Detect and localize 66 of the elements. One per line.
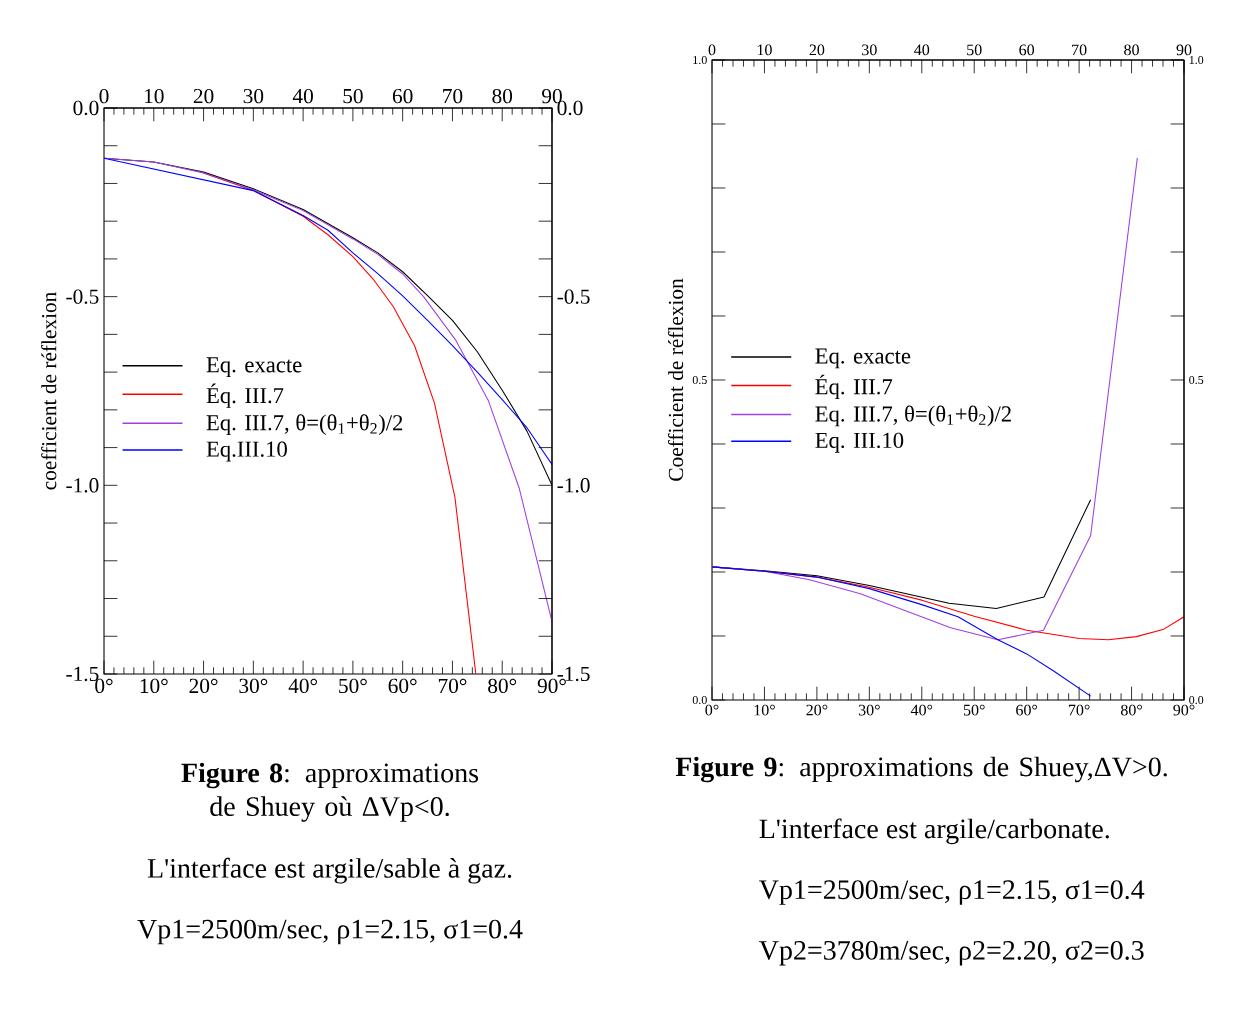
x-tick-label: 20° (189, 678, 218, 694)
x2-tick-label: 10 (757, 44, 772, 56)
x-tick-label: 80° (1120, 704, 1142, 716)
y-tick-label: 0.5 (692, 375, 707, 385)
y2-tick-label: 0.5 (1189, 375, 1204, 385)
legend-label: Éq. III.7 (206, 383, 284, 408)
x2-tick-label: 10 (145, 88, 164, 104)
x2-tick-label: 20 (193, 88, 214, 104)
x2-tick-label: 60 (1019, 44, 1035, 56)
x2-tick-label: 60 (392, 88, 413, 104)
y-tick-label: 0.0 (73, 100, 99, 116)
line-series (712, 566, 1092, 697)
text: L'interface est argile/carbonate. (759, 818, 1109, 845)
legend-label: Éq. III.7 (815, 374, 893, 400)
y-tick-label: 0.0 (692, 695, 707, 705)
text: Figure 9: approximations de Shuey,ΔV>0. (675, 756, 1167, 783)
x2-tick-label: 40 (292, 88, 313, 104)
x2-tick-label: 50 (967, 44, 982, 56)
text: Vp2=3780m/sec, ρ2=2.20, σ2=0.3 (759, 940, 1144, 966)
y-axis-title: Coefficient de réflexion (667, 278, 684, 481)
x-tick-label: 60° (388, 678, 417, 694)
x-tick-label: 80° (488, 678, 517, 694)
x-tick-label: 30° (239, 678, 268, 694)
x2-tick-label: 50 (343, 88, 363, 104)
text: Vp1=2500m/sec, ρ1=2.15, σ1=0.4 (137, 919, 523, 945)
x2-tick-label: 30 (862, 44, 877, 56)
text: Vp1=2500m/sec, ρ1=2.15, σ1=0.4 (759, 880, 1145, 905)
x2-tick-label: 30 (243, 88, 264, 104)
text: L'interface est argile/sable à gaz. (147, 857, 512, 884)
y2-tick-label: 0.0 (1189, 695, 1204, 705)
y2-tick-label: -1.0 (557, 478, 590, 493)
legend-label: Eq. III.10 (815, 432, 904, 453)
x2-tick-label: 80 (492, 88, 513, 104)
x2-tick-label: 0 (99, 88, 109, 104)
x-tick-label: 70° (1068, 704, 1090, 716)
x2-tick-label: 40 (914, 44, 930, 56)
x-tick-label: 10° (754, 704, 775, 716)
legend-label: Eq. III.7, θ=(θ$_{1}$+θ$_{2}$)/2 (206, 414, 403, 435)
x-tick-label: 90° (1173, 704, 1195, 716)
x2-tick-label: 20 (809, 44, 825, 56)
x-tick-label: 50° (339, 678, 367, 694)
x2-tick-label: 0 (708, 44, 716, 56)
x2-tick-label: 90 (1176, 44, 1192, 56)
x-tick-label: 40° (910, 704, 933, 716)
y-tick-label: -1.0 (66, 478, 99, 493)
x-tick-label: 70° (438, 678, 467, 694)
legend-label: Eq.III.10 (206, 441, 287, 462)
x-tick-label: 40° (288, 678, 317, 694)
x-tick-label: 10° (140, 678, 168, 694)
x2-tick-label: 70 (443, 88, 463, 104)
x2-tick-label: 70 (1072, 44, 1087, 56)
y2-tick-label: 1.0 (1189, 55, 1204, 65)
x-tick-label: 20° (806, 704, 828, 716)
x-tick-label: 30° (858, 704, 880, 716)
y-axis-title: coefficient de réflexion (41, 291, 57, 490)
x-tick-label: 50° (963, 704, 985, 716)
text: Figure 8: approximations de Shuey où ΔVp<0. (181, 762, 479, 822)
y2-tick-label: -0.5 (557, 289, 590, 304)
y-tick-label: -0.5 (66, 289, 99, 304)
x2-tick-label: 80 (1124, 44, 1139, 56)
legend-label: Eq. III.7, θ=(θ$_{1}$+θ$_{2}$)/2 (815, 405, 1011, 427)
x-tick-label: 60° (1016, 704, 1038, 716)
y-tick-label: 1.0 (693, 55, 707, 65)
legend-label: Eq. exacte (206, 357, 302, 378)
legend-label: Eq. exacte (815, 348, 911, 369)
x-tick-label: 0° (705, 704, 719, 716)
